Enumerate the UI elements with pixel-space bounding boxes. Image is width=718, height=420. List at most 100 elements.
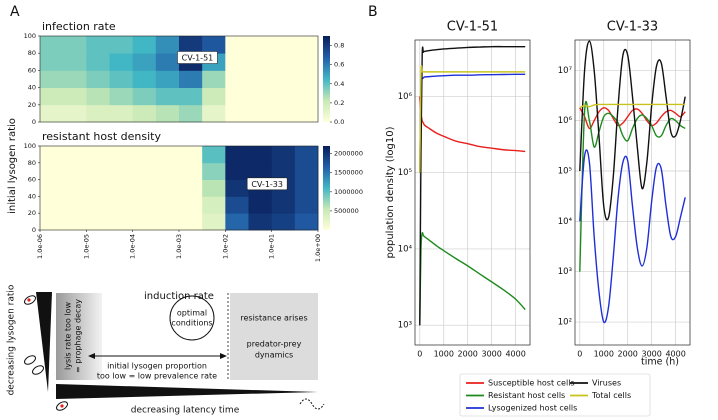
heatmap-cell	[225, 53, 249, 71]
colorbar-tick-label: 0.2	[334, 99, 344, 107]
heatmap-cell	[202, 213, 226, 231]
heatmap-cell	[109, 196, 134, 214]
latency-triangle	[56, 384, 318, 399]
heatmap-cell	[132, 146, 157, 164]
heatmap-cell	[40, 196, 64, 214]
y-tick-label: 80	[28, 159, 36, 167]
schematic-label: decreasing latency time	[131, 406, 240, 416]
schematic-label: conditions	[171, 319, 212, 328]
colorbar-tick-label: 0.6	[334, 61, 344, 69]
heatmap-cell	[271, 87, 296, 106]
heatmap-cell	[86, 179, 110, 197]
heatmap-cell	[109, 146, 134, 164]
heatmap-cell	[132, 213, 157, 231]
schematic-label: resistance arises	[240, 314, 307, 323]
heatmap-cell	[86, 53, 110, 71]
heatmap-cell	[132, 70, 157, 88]
plot-frame	[39, 35, 319, 123]
colorbar-tick-label: 2000000	[334, 150, 363, 158]
plot-frame	[574, 39, 691, 346]
x-axis-label: induction rate	[144, 291, 214, 302]
heatmap-cell	[132, 162, 157, 180]
heatmap-cell	[271, 213, 296, 231]
heatmap-cell	[225, 162, 249, 180]
y-tick-label: 100	[24, 142, 36, 150]
x-tick-label: 0	[417, 350, 422, 359]
schematic-label: initial lysogen proportion	[107, 362, 207, 371]
heatmap-cell	[86, 146, 110, 164]
heatmap-cell	[155, 36, 180, 54]
heatmap-cell	[86, 87, 110, 106]
heatmap-cell	[271, 162, 296, 180]
heatmap-cell	[179, 104, 203, 123]
colorbar	[323, 146, 330, 230]
x-tick-label: 1000	[434, 350, 454, 359]
y-axis-label: initial lysogen ratio	[7, 118, 18, 214]
heatmap-cell	[202, 104, 226, 123]
heatmap-cell	[179, 70, 203, 88]
heatmap-cell	[63, 179, 87, 197]
y-tick-label: 40	[28, 192, 36, 200]
heatmap-cell	[109, 179, 134, 197]
annotation: CV-1-51	[182, 54, 214, 63]
heatmap-cell	[294, 213, 319, 231]
heatmap-cell	[63, 36, 87, 54]
heatmap-cell	[63, 87, 87, 106]
heatmap-cell	[202, 87, 226, 106]
annotation-box	[246, 177, 288, 191]
heatmap-cell	[248, 196, 273, 214]
y-tick-label: 60	[28, 66, 36, 74]
colorbar	[323, 36, 330, 122]
y-tick-label: 10⁴	[398, 244, 413, 254]
series-line	[579, 40, 686, 221]
x-axis-label: time (h)	[641, 357, 679, 368]
schematic-label: dynamics	[255, 351, 293, 360]
x-tick-label: 1.0e-03	[175, 234, 183, 259]
colorbar-tick-label: 0.4	[334, 80, 344, 88]
heatmap-cell	[132, 104, 157, 123]
heatmap-cell	[248, 36, 273, 54]
x-tick-label: 2000	[618, 350, 638, 359]
heatmap-cell	[225, 179, 249, 197]
heatmap-cell	[225, 146, 249, 164]
heatmap-cell	[179, 162, 203, 180]
heatmap-cell	[179, 179, 203, 197]
heatmap-cell	[179, 146, 203, 164]
x-tick-label: 4000	[505, 350, 525, 359]
heatmap-cell	[109, 36, 134, 54]
heatmap-cell	[155, 196, 180, 214]
heatmap-cell	[86, 104, 110, 123]
chart-title: infection rate	[42, 20, 116, 33]
cell-icon	[32, 365, 44, 375]
heatmap-cell	[294, 162, 319, 180]
heatmap-cell	[271, 196, 296, 214]
heatmap-cell	[271, 104, 296, 123]
heatmap-cell	[271, 36, 296, 54]
colorbar-tick-label: 0.0	[334, 118, 344, 126]
series-line	[419, 73, 526, 173]
chart-title: resistant host density	[42, 130, 161, 143]
schematic-label: optimal	[177, 309, 207, 318]
heatmap-cell	[202, 179, 226, 197]
heatmap-cell	[109, 53, 134, 71]
schematic-label: lysis rate too low	[64, 302, 73, 370]
heatmap-cell	[40, 53, 64, 71]
heatmap-cell	[132, 87, 157, 106]
x-tick-label: 1.0e-04	[129, 234, 137, 259]
x-tick-label: 3000	[481, 350, 501, 359]
lysis-zone	[56, 293, 102, 380]
heatmap-cell	[86, 70, 110, 88]
heatmap-cell	[155, 104, 180, 123]
x-tick-label: 4000	[665, 350, 685, 359]
annotation: CV-1-33	[251, 180, 283, 189]
prophage-icon	[60, 404, 64, 408]
heatmap-cell	[63, 196, 87, 214]
heatmap-cell	[248, 213, 273, 231]
heatmap-cell	[225, 196, 249, 214]
legend-label: Viruses	[592, 379, 621, 388]
heatmap-cell	[294, 179, 319, 197]
series-line	[419, 232, 526, 326]
heatmap-cell	[155, 53, 180, 71]
y-tick-label: 20	[28, 101, 36, 109]
